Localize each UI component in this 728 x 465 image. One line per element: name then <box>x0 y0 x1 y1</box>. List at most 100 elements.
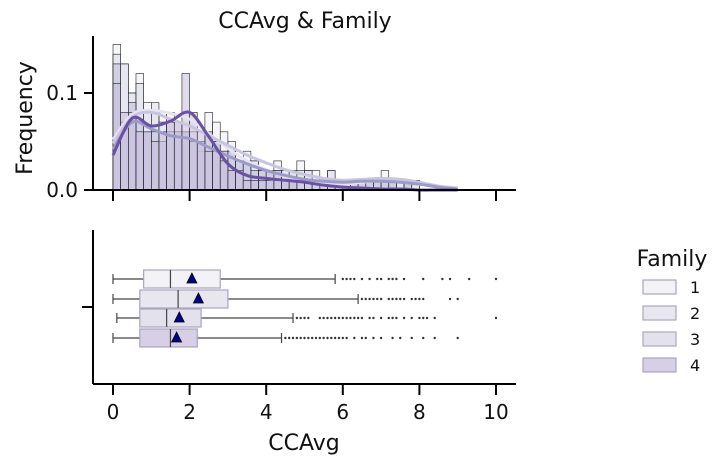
boxplot-family-2 <box>112 289 459 309</box>
hist-bar-family-4 <box>212 150 221 191</box>
bottom-x-tick-label: 8 <box>413 400 426 424</box>
outlier-point <box>330 316 333 320</box>
outlier-point <box>322 316 325 320</box>
hist-bar-family-4 <box>151 141 160 191</box>
legend-label: 3 <box>690 330 700 349</box>
outlier-point <box>456 336 459 340</box>
outlier-point <box>368 316 371 320</box>
outlier-point <box>379 336 383 340</box>
outlier-point <box>360 277 364 281</box>
outlier-point <box>330 336 333 340</box>
legend-swatch <box>642 357 677 373</box>
hist-bar-family-4 <box>273 180 282 191</box>
outlier-point <box>295 336 299 340</box>
outlier-point <box>433 316 436 320</box>
legend-label: 4 <box>690 356 700 375</box>
outlier-point <box>402 277 406 281</box>
outlier-point <box>410 316 413 320</box>
kde-line-family-2 <box>111 110 458 190</box>
mean-marker <box>186 272 198 284</box>
outlier-point <box>349 316 352 320</box>
outlier-point <box>310 336 314 340</box>
outlier-point <box>341 336 344 340</box>
top-x-ticks <box>112 190 497 201</box>
outlier-point <box>433 336 436 340</box>
hist-bar-family-4 <box>204 150 213 191</box>
outlier-point <box>410 297 413 301</box>
outlier-point <box>341 316 344 320</box>
outlier-point <box>395 277 398 281</box>
outlier-point <box>360 336 364 340</box>
outlier-point <box>391 297 394 301</box>
outlier-point <box>376 297 379 301</box>
legend-item-4: 4 <box>642 356 700 375</box>
outlier-point <box>414 297 417 301</box>
outlier-point <box>402 316 406 320</box>
bottom-x-ticks: 0 2 4 6 8 10 <box>107 384 509 424</box>
legend-title: Family <box>637 247 708 272</box>
outlier-point <box>307 316 310 320</box>
box-iqr <box>139 289 229 309</box>
hist-bar-family-4 <box>219 160 229 191</box>
outlier-point <box>326 336 329 340</box>
outlier-point <box>337 316 341 320</box>
outlier-point <box>399 297 402 301</box>
outlier-point <box>399 336 402 340</box>
outlier-point <box>326 316 329 320</box>
hist-bar-family-4 <box>242 180 252 191</box>
hist-bar-family-4 <box>258 180 267 191</box>
hist-bar-family-4 <box>181 73 190 191</box>
top-y-tick-label: 0.1 <box>46 81 78 105</box>
outlier-point <box>341 277 344 281</box>
outlier-point <box>372 297 375 301</box>
outlier-point <box>318 316 322 320</box>
outlier-point <box>448 277 452 281</box>
outlier-point <box>364 297 367 301</box>
legend-item-3: 3 <box>642 330 700 349</box>
mean-marker <box>170 331 183 343</box>
outlier-point <box>349 277 352 281</box>
bottom-x-tick-label: 2 <box>183 400 196 424</box>
hist-bar-family-4 <box>196 131 206 191</box>
boxplot-panel: 0 2 4 6 8 10 CCAvg <box>82 230 516 456</box>
outlier-point <box>284 336 287 340</box>
outlier-point <box>387 297 390 301</box>
outlier-point <box>387 316 390 320</box>
histogram-bars <box>112 44 420 191</box>
outlier-point <box>360 297 364 301</box>
outlier-point <box>295 316 299 320</box>
x-axis-label: CCAvg <box>268 431 339 456</box>
outlier-point <box>391 336 394 340</box>
outlier-point <box>467 277 471 281</box>
outlier-point <box>422 316 425 320</box>
top-y-tick-label: 0.0 <box>46 178 78 202</box>
outlier-point <box>376 277 379 281</box>
hist-bar-family-4 <box>135 131 144 191</box>
outlier-point <box>333 336 337 340</box>
outlier-point <box>379 316 383 320</box>
chart-title: CCAvg & Family <box>218 9 391 34</box>
outlier-point <box>494 316 498 320</box>
outlier-point <box>372 336 375 340</box>
mean-marker <box>173 311 185 323</box>
legend-item-1: 1 <box>642 278 700 297</box>
hist-bar-family-4 <box>227 170 236 191</box>
outlier-point <box>422 336 425 340</box>
outlier-point <box>494 277 498 281</box>
bottom-x-tick-label: 10 <box>483 400 508 424</box>
outlier-point <box>318 336 322 340</box>
outlier-point <box>303 316 306 320</box>
hist-bar-family-4 <box>250 180 259 191</box>
outlier-point <box>418 297 421 301</box>
outlier-point <box>322 336 325 340</box>
box-iqr <box>139 328 198 348</box>
outlier-point <box>391 277 394 281</box>
outlier-point <box>303 336 306 340</box>
outlier-point <box>418 316 421 320</box>
outlier-point <box>299 316 302 320</box>
outlier-point <box>395 297 398 301</box>
boxplot-family-1 <box>112 269 498 289</box>
legend-swatch <box>642 279 677 295</box>
bottom-x-tick-label: 6 <box>336 400 349 424</box>
